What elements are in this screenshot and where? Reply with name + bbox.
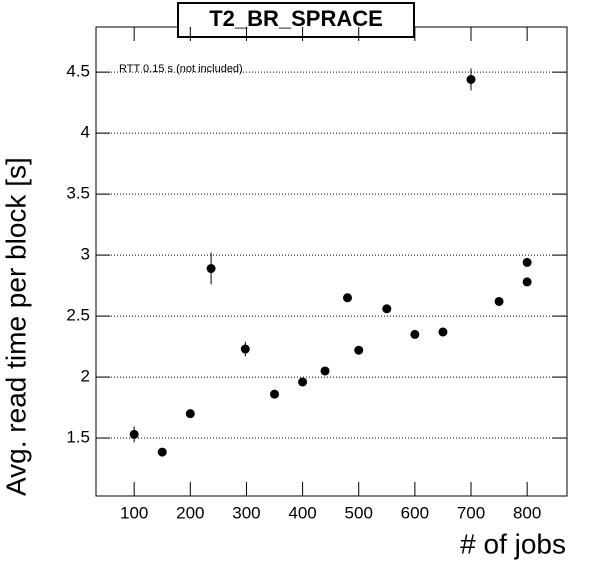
point — [438, 327, 448, 337]
point — [129, 429, 139, 439]
point — [382, 304, 392, 314]
x-tick-label: 300 — [232, 503, 260, 522]
point — [342, 293, 352, 303]
annotation: RTT 0.15 s (not included) — [119, 63, 243, 75]
point — [270, 389, 280, 399]
title-box — [177, 2, 415, 38]
y-axis-label: Avg. read time per block [s] — [0, 157, 31, 496]
x-tick-label: 600 — [401, 503, 429, 522]
y-tick-label: 4 — [81, 123, 90, 142]
chart-title: T2_BR_SPRACE — [209, 6, 383, 31]
point — [320, 366, 330, 376]
point — [522, 257, 532, 267]
y-tick-label: 1.5 — [66, 428, 90, 447]
x-tick-label: 400 — [288, 503, 316, 522]
point — [206, 264, 216, 274]
point — [185, 409, 195, 419]
point — [157, 447, 167, 457]
x-tick-label: 800 — [513, 503, 541, 522]
x-tick-label: 200 — [176, 503, 204, 522]
x-axis-label: # of jobs — [460, 528, 566, 559]
x-tick-label: 500 — [345, 503, 373, 522]
y-tick-label: 3 — [81, 245, 90, 264]
point — [466, 74, 476, 84]
point — [494, 296, 504, 306]
y-tick-label: 3.5 — [66, 184, 90, 203]
y-tick-label: 2 — [81, 367, 90, 386]
y-tick-label: 2.5 — [66, 306, 90, 325]
x-tick-label: 100 — [120, 503, 148, 522]
point — [298, 377, 308, 387]
point — [354, 345, 364, 355]
point — [522, 277, 532, 287]
point — [410, 329, 420, 339]
y-tick-label: 4.5 — [66, 62, 90, 81]
point — [240, 344, 250, 354]
x-tick-label: 700 — [457, 503, 485, 522]
